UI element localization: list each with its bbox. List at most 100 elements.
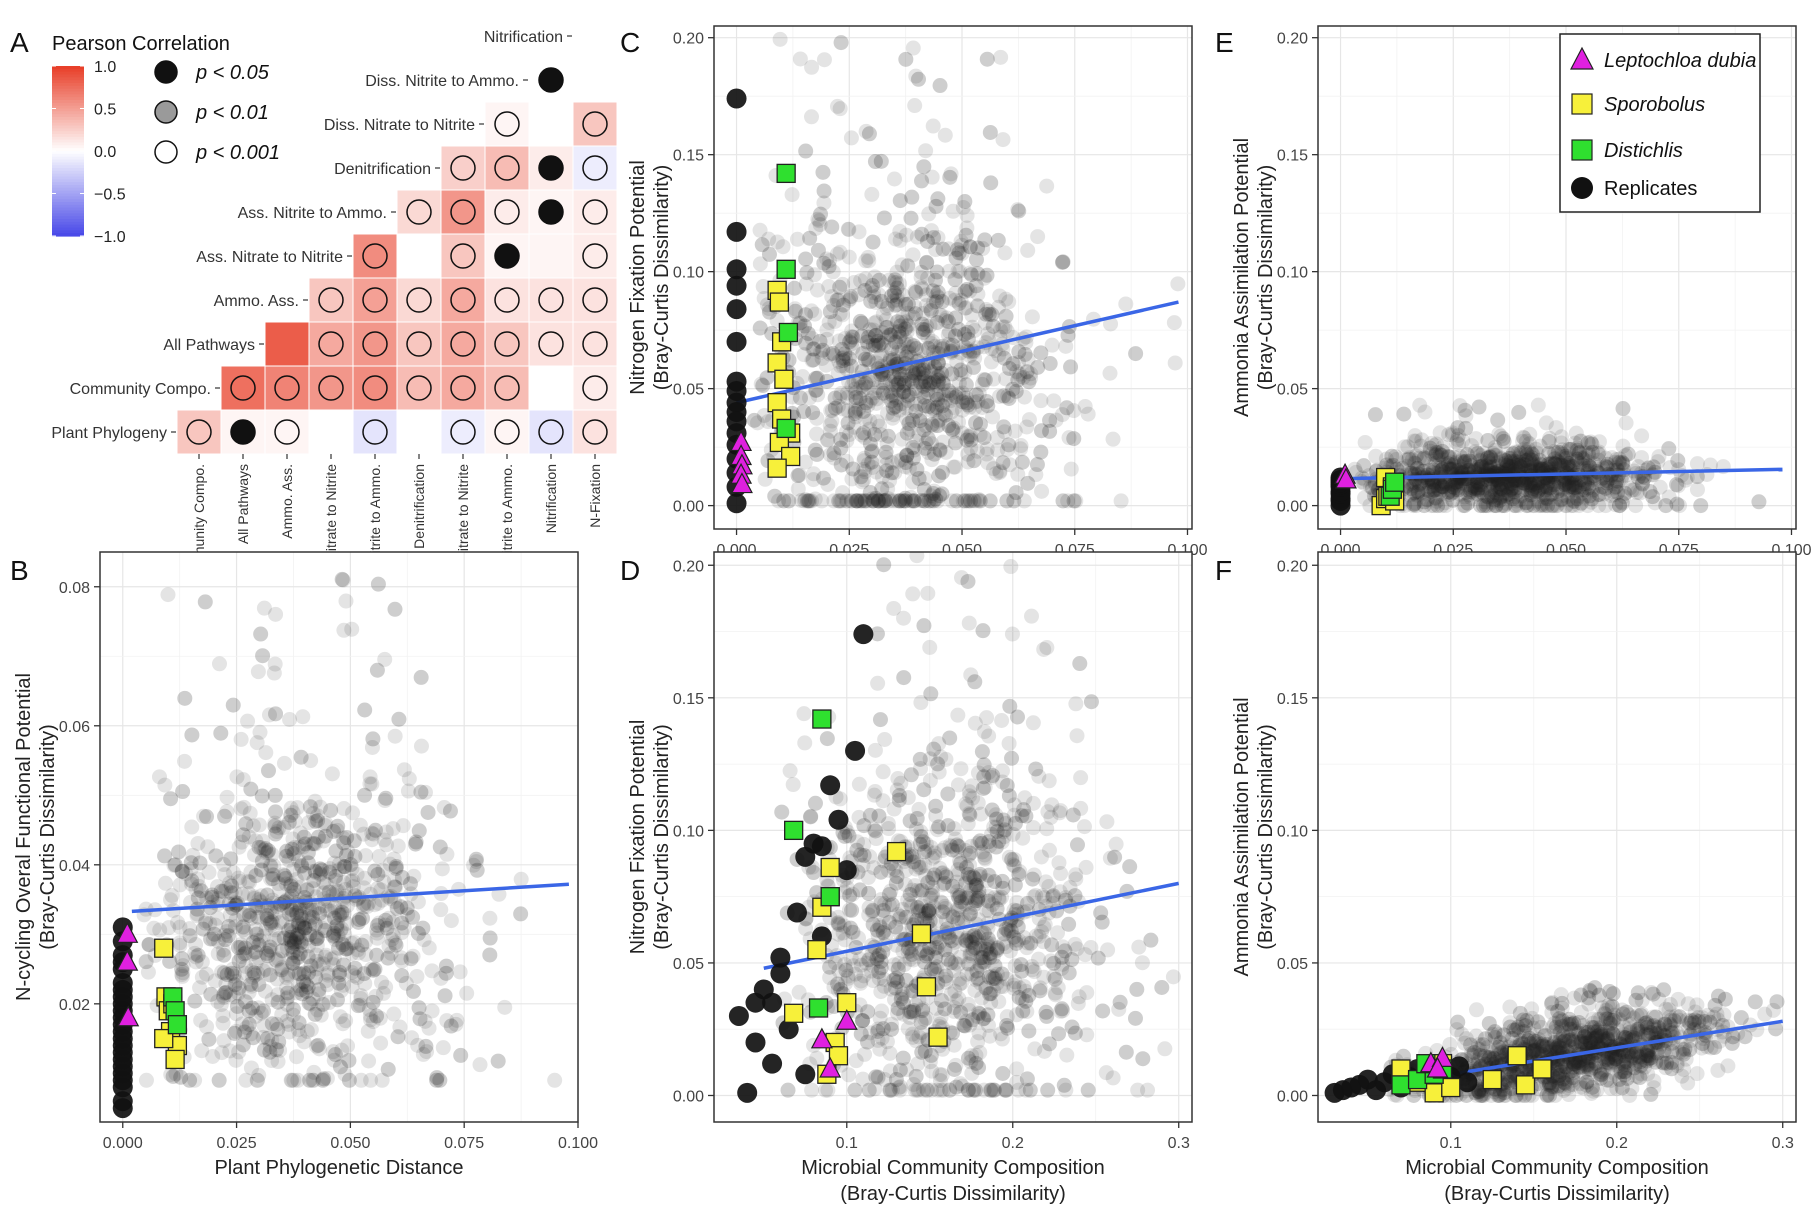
cloud-point xyxy=(1572,433,1588,449)
cloud-point xyxy=(1533,461,1549,477)
cloud-point xyxy=(831,292,847,308)
cloud-point xyxy=(860,1004,876,1020)
cloud-point xyxy=(898,332,914,348)
cloud-point xyxy=(964,900,980,916)
cloud-point xyxy=(856,818,872,834)
cloud-point xyxy=(1600,1033,1616,1049)
cloud-point xyxy=(915,359,931,375)
cloud-point xyxy=(858,395,874,411)
cloud-point xyxy=(842,334,858,350)
cloud-point xyxy=(940,327,956,343)
panel-letter-a: A xyxy=(10,27,29,58)
colorbar-title: Pearson Correlation xyxy=(52,33,230,55)
cloud-point xyxy=(941,418,957,434)
significance-marker xyxy=(318,331,344,357)
cloud-point xyxy=(1500,489,1516,505)
cloud-point xyxy=(963,838,979,854)
cloud-point xyxy=(892,276,908,292)
cloud-point xyxy=(1613,1053,1629,1069)
cloud-point xyxy=(306,872,322,888)
cloud-point xyxy=(434,861,450,877)
cloud-point xyxy=(1669,1055,1685,1071)
sporobolus-point xyxy=(928,1027,948,1047)
cloud-point xyxy=(826,450,842,466)
cloud-point xyxy=(944,933,960,949)
cloud-point xyxy=(1484,1044,1500,1060)
leptochloa-point xyxy=(116,949,139,971)
cloud-point xyxy=(991,890,1007,906)
distichlis-extra-point xyxy=(808,998,829,1018)
cloud-point xyxy=(907,367,923,383)
cloud-point xyxy=(380,950,396,966)
cloud-point xyxy=(327,1047,343,1063)
cloud-point xyxy=(897,493,913,509)
cloud-point xyxy=(1565,1056,1581,1072)
cloud-point xyxy=(889,782,905,798)
cloud-point xyxy=(367,961,383,977)
cloud-point xyxy=(884,1082,900,1098)
cloud-point xyxy=(1661,489,1677,505)
cloud-point xyxy=(833,440,849,456)
cloud-point xyxy=(318,828,334,844)
cloud-point xyxy=(1510,479,1526,495)
cloud-point xyxy=(998,308,1014,324)
cloud-point xyxy=(1535,479,1551,495)
cloud-point xyxy=(852,391,868,407)
cloud-point xyxy=(959,798,975,814)
cloud-point xyxy=(1576,1059,1592,1075)
cloud-point xyxy=(1426,482,1442,498)
cloud-point xyxy=(182,928,198,944)
cloud-point xyxy=(1540,475,1556,491)
cloud-point xyxy=(890,974,906,990)
cloud-point xyxy=(1481,490,1497,506)
cloud-point xyxy=(338,941,354,957)
cloud-point xyxy=(995,880,1011,896)
cloud-point xyxy=(1470,1040,1486,1056)
cloud-point xyxy=(944,385,960,401)
cloud-point xyxy=(1605,1012,1621,1028)
cloud-point xyxy=(1499,478,1515,494)
cloud-point xyxy=(1453,462,1469,478)
cloud-point xyxy=(1505,455,1521,471)
cloud-point xyxy=(771,493,787,509)
cloud-point xyxy=(1560,488,1576,504)
cloud-point xyxy=(979,441,995,457)
cloud-point xyxy=(890,292,906,308)
cloud-point xyxy=(1449,462,1465,478)
cloud-point xyxy=(968,972,984,988)
cloud-point xyxy=(880,481,896,497)
cloud-point xyxy=(918,298,934,314)
cloud-point xyxy=(767,488,783,504)
cloud-point xyxy=(793,493,809,509)
panel-letter-c: C xyxy=(620,27,640,58)
cloud-point xyxy=(253,888,269,904)
cloud-point xyxy=(805,352,821,368)
cloud-point xyxy=(928,242,944,258)
cloud-point xyxy=(1485,452,1501,468)
cloud-point xyxy=(340,1038,356,1054)
cloud-point xyxy=(895,986,911,1002)
cloud-point xyxy=(907,283,923,299)
cloud-point xyxy=(849,834,865,850)
cloud-point xyxy=(1430,498,1446,514)
cloud-point xyxy=(835,401,851,417)
cloud-point xyxy=(1650,454,1666,470)
cloud-point xyxy=(912,761,928,777)
cloud-point xyxy=(278,848,294,864)
y-axis-label: (Bray-Curtis Dissimilarity) xyxy=(651,165,673,391)
cloud-point xyxy=(1616,488,1632,504)
cloud-point xyxy=(917,954,933,970)
cloud-point xyxy=(276,819,292,835)
cloud-point xyxy=(924,887,940,903)
cloud-point xyxy=(435,1040,451,1056)
cloud-point xyxy=(188,936,204,952)
cloud-point xyxy=(1675,1041,1691,1057)
cloud-point xyxy=(951,414,967,430)
cloud-point xyxy=(1484,488,1500,504)
cloud-point xyxy=(1046,393,1062,409)
cloud-point xyxy=(354,937,370,953)
cloud-point xyxy=(1544,486,1560,502)
cloud-point xyxy=(302,918,318,934)
cloud-point xyxy=(281,1024,297,1040)
cloud-point xyxy=(862,393,878,409)
